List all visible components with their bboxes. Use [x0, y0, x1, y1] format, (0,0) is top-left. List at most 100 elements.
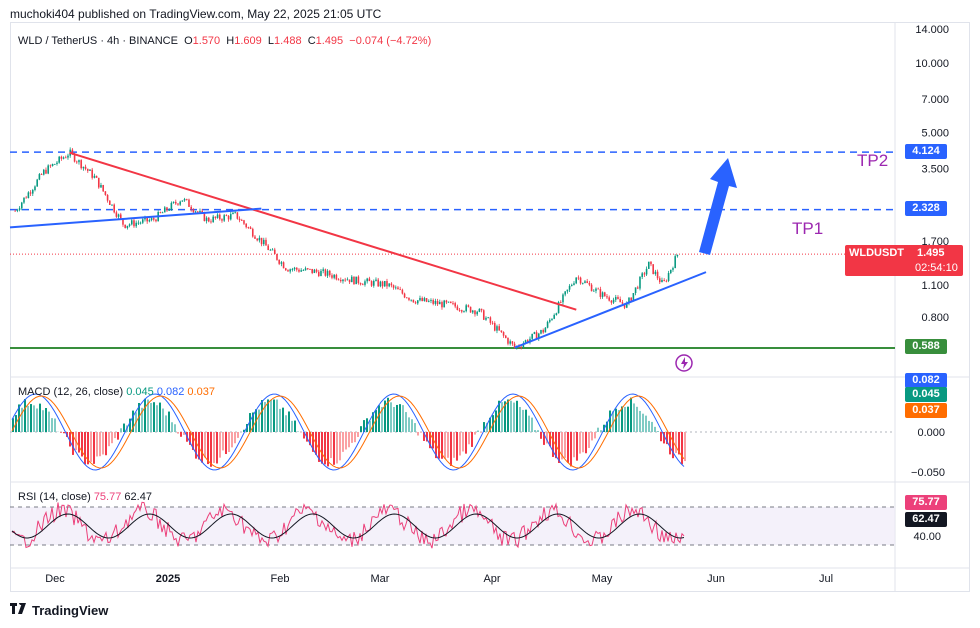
macd-value-1: 0.045: [126, 386, 154, 398]
candle-body: [628, 297, 630, 303]
macd-histogram-bar: [444, 432, 446, 459]
macd-histogram-bar: [498, 400, 500, 432]
macd-histogram-bar: [405, 412, 407, 432]
macd-histogram-bar: [450, 432, 452, 466]
tradingview-brand[interactable]: TradingView: [10, 603, 108, 618]
candle-body: [31, 190, 34, 194]
candle-body: [34, 186, 36, 191]
candle-body: [441, 302, 443, 308]
macd-histogram-bar: [228, 432, 230, 453]
candle-body: [372, 280, 375, 286]
candle-body: [344, 279, 346, 281]
candle-body: [606, 296, 608, 298]
macd-histogram-bar: [510, 400, 512, 432]
time-tick-label: Apr: [483, 573, 500, 585]
macd-histogram-bar: [60, 432, 62, 433]
candle-body: [232, 212, 234, 215]
macd-histogram-bar: [303, 432, 305, 439]
macd-histogram-bar: [63, 432, 65, 434]
candle-body: [280, 262, 283, 264]
candle-body: [267, 245, 269, 251]
macd-histogram-bar: [189, 432, 191, 445]
macd-histogram-bar: [324, 432, 326, 465]
legend-symbol[interactable]: WLD / TetherUS · 4h · BINANCE: [18, 35, 178, 47]
macd-histogram-bar: [48, 411, 50, 432]
macd-histogram-bar: [270, 400, 272, 432]
rsi-title[interactable]: RSI (14, close): [18, 491, 91, 503]
candle-body: [311, 268, 313, 274]
candle-body: [641, 273, 643, 277]
candle-body: [159, 212, 162, 213]
upper-support-trendline[interactable]: [9, 207, 262, 229]
candle-body: [416, 300, 419, 304]
macd-histogram-bar: [597, 427, 599, 432]
candle-body: [623, 303, 626, 308]
candle-body: [282, 262, 285, 269]
candle-body: [487, 317, 489, 319]
macd-histogram-bar: [645, 415, 647, 432]
candle-body: [412, 299, 415, 303]
last-price-badge: WLDUSDT 1.495 02:54:10: [845, 245, 963, 276]
macd-histogram-bar: [378, 405, 380, 432]
macd-badge-2: 0.045: [905, 387, 947, 402]
candle-body: [617, 297, 619, 299]
macd-histogram-bar: [183, 432, 185, 435]
macd-histogram-bar: [627, 406, 629, 432]
macd-histogram-bar: [399, 404, 401, 432]
candle-body: [350, 276, 353, 283]
candle-body: [377, 279, 379, 287]
macd-histogram-bar: [486, 422, 488, 432]
macd-histogram-bar: [390, 402, 392, 432]
candle-body: [60, 156, 63, 159]
candle-body: [383, 280, 386, 287]
macd-histogram-bar: [156, 405, 158, 432]
ascending-trendline[interactable]: [514, 271, 707, 349]
candle-body: [511, 341, 514, 344]
candle-body: [544, 327, 547, 333]
candle-body: [238, 218, 241, 221]
macd-histogram-bar: [165, 415, 167, 432]
candle-body: [278, 259, 280, 264]
candle-body: [115, 212, 118, 217]
bar-countdown: 02:54:10: [915, 262, 958, 274]
candle-body: [295, 267, 298, 270]
target-arrow-icon[interactable]: [699, 158, 737, 255]
macd-histogram-bar: [21, 407, 23, 432]
candle-body: [482, 310, 485, 320]
time-tick-label: Dec: [45, 573, 65, 585]
lightning-glyph-icon: [681, 357, 688, 369]
macd-histogram-bar: [291, 420, 293, 432]
macd-histogram-bar: [414, 423, 416, 432]
chart-area[interactable]: [10, 22, 970, 592]
macd-histogram-bar: [132, 410, 134, 432]
candle-body: [313, 269, 316, 274]
candle-body: [16, 209, 19, 211]
candle-body: [203, 212, 206, 222]
candle-body: [421, 298, 423, 302]
candle-body: [170, 202, 173, 210]
legend-change: −0.074 (−4.72%): [349, 35, 432, 47]
macd-histogram-bar: [381, 407, 383, 432]
candle-body: [471, 310, 474, 313]
macd-title[interactable]: MACD (12, 26, close): [18, 386, 124, 398]
candle-body: [612, 299, 615, 303]
macd-histogram-bar: [120, 428, 122, 432]
candle-body: [269, 249, 272, 251]
candle-body: [100, 185, 102, 188]
candle-body: [47, 165, 49, 174]
candle-body: [599, 289, 602, 297]
candle-body: [196, 211, 199, 213]
macd-histogram-bar: [522, 409, 524, 432]
descending-trendline[interactable]: [69, 151, 577, 311]
candle-body: [577, 277, 580, 279]
macd-histogram-bar: [561, 432, 563, 460]
candle-body: [489, 317, 492, 323]
candle-body: [661, 279, 663, 283]
legend-close: 1.495: [315, 35, 344, 47]
candle-body: [392, 285, 395, 288]
macd-histogram-bar: [426, 432, 428, 442]
candle-body: [546, 321, 549, 328]
macd-histogram-bar: [12, 418, 14, 432]
candle-body: [119, 214, 122, 219]
